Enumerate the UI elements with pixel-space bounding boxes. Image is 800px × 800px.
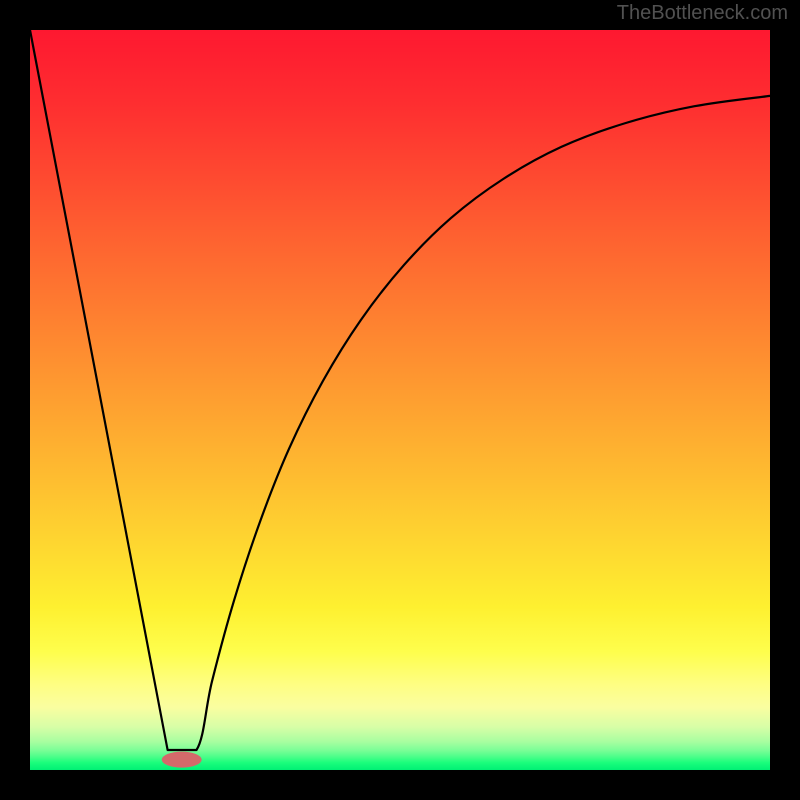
watermark-text: TheBottleneck.com bbox=[617, 2, 788, 25]
bottleneck-chart bbox=[0, 0, 800, 800]
chart-container: TheBottleneck.com bbox=[0, 0, 800, 800]
bottleneck-marker bbox=[162, 752, 202, 768]
chart-background bbox=[30, 30, 770, 770]
